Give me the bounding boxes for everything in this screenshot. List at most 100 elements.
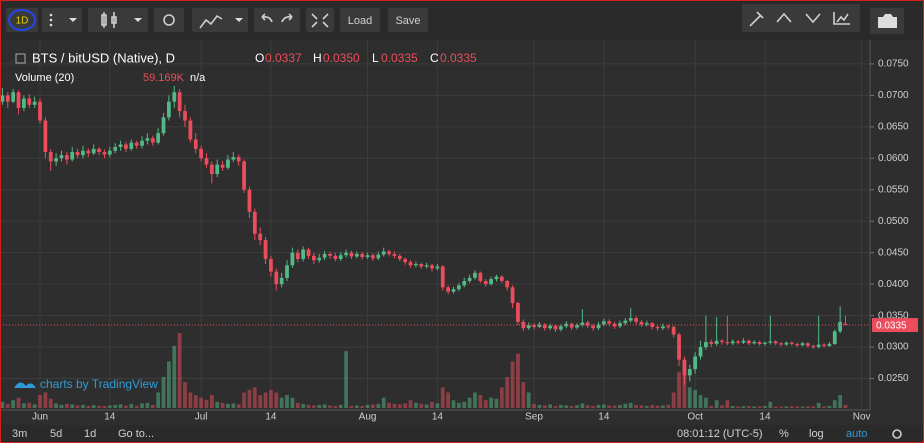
footer: 3m 5d 1d Go to... 08:01:12 (UTC-5) % log… xyxy=(12,428,902,440)
ohlc-name: C xyxy=(430,51,439,65)
volume-bar xyxy=(188,392,193,408)
indicators-button[interactable] xyxy=(192,8,248,32)
volume-bar xyxy=(349,405,354,408)
candle-body xyxy=(451,289,456,292)
candle-body xyxy=(129,142,134,149)
candle-body xyxy=(0,95,5,102)
candle-body xyxy=(677,334,681,360)
range-button[interactable]: 5d xyxy=(50,428,62,440)
percent-button[interactable]: % xyxy=(779,428,789,440)
drawing-tools[interactable] xyxy=(742,4,860,32)
highlight xyxy=(8,9,36,31)
bottom-bar xyxy=(0,425,924,443)
x-tick-label: 14 xyxy=(265,412,277,423)
volume-bar xyxy=(601,404,606,408)
candle-body xyxy=(832,331,837,344)
volume-bar xyxy=(75,405,80,408)
range-button[interactable]: 1d xyxy=(84,428,96,440)
auto-button[interactable]: auto xyxy=(846,428,867,440)
candle-body xyxy=(338,255,343,259)
volume-bar xyxy=(156,392,161,408)
candle-body xyxy=(591,325,596,329)
candle-body xyxy=(521,321,526,329)
candle-body xyxy=(387,251,391,254)
ohlc-value: 0.0350 xyxy=(323,51,360,65)
candle-body xyxy=(456,285,461,290)
candle-body xyxy=(32,101,37,105)
chart-style-button[interactable] xyxy=(88,8,148,32)
volume-bar xyxy=(54,403,58,408)
candle-body xyxy=(328,253,332,256)
volume-bar xyxy=(140,403,144,408)
volume-bar xyxy=(526,392,531,408)
settings-button[interactable] xyxy=(154,8,184,32)
volume-bar xyxy=(311,405,316,408)
volume-bar xyxy=(204,400,209,408)
load-button[interactable] xyxy=(340,8,380,32)
log-button[interactable]: log xyxy=(809,428,824,440)
volume-bar xyxy=(709,405,714,408)
volume-bar xyxy=(714,400,719,408)
save-button[interactable] xyxy=(388,8,428,32)
volume-bar xyxy=(226,403,230,408)
volume-bar xyxy=(575,405,579,408)
candle-body xyxy=(666,326,671,328)
candle-body xyxy=(687,369,692,376)
volume-bar xyxy=(741,406,746,408)
candle-body xyxy=(371,255,375,259)
candle-body xyxy=(784,342,789,345)
candle-body xyxy=(242,161,246,190)
candle-body xyxy=(838,321,843,332)
candle-body xyxy=(752,342,757,344)
candle-body xyxy=(644,323,649,325)
volume-bar xyxy=(811,406,816,408)
volume-bar xyxy=(231,403,236,408)
volume-bar xyxy=(693,389,698,408)
menu-button[interactable] xyxy=(42,8,82,32)
volume-bar xyxy=(285,395,289,408)
volume-bar xyxy=(757,406,762,408)
range-button[interactable]: 3m xyxy=(12,428,27,440)
candle-body xyxy=(559,326,563,330)
goto-button[interactable]: Go to... xyxy=(118,428,154,440)
volume-bar xyxy=(381,397,386,408)
indicator-icon xyxy=(199,14,223,29)
fullscreen-button[interactable] xyxy=(306,8,334,32)
undo-redo-button[interactable] xyxy=(254,8,300,32)
candle-body xyxy=(816,344,821,348)
volume-bar xyxy=(505,376,510,408)
candle-body xyxy=(548,325,553,329)
candle-body xyxy=(822,344,826,346)
volume-bar xyxy=(768,401,773,408)
volume-bar xyxy=(435,403,440,408)
y-tick-label: 0.0550 xyxy=(878,184,909,195)
candle-body xyxy=(446,287,451,292)
clock: 08:01:12 (UTC-5) xyxy=(677,428,763,440)
volume-bar xyxy=(365,404,370,408)
volume-bar xyxy=(333,405,338,408)
volume-bar xyxy=(322,404,327,408)
volume-bar xyxy=(473,392,477,408)
settings-icon[interactable] xyxy=(892,429,902,439)
candle-body xyxy=(48,152,53,162)
candle-body xyxy=(795,343,800,346)
fullscreen-icon xyxy=(311,13,329,28)
collapse-box xyxy=(15,53,26,64)
ohlc-value: 0.0337 xyxy=(265,51,302,65)
candle-body xyxy=(661,326,665,329)
interval-button[interactable] xyxy=(6,8,38,32)
candle-body xyxy=(204,158,209,165)
candle-body xyxy=(38,101,42,121)
volume-bar xyxy=(91,405,96,408)
volume-bar xyxy=(838,395,843,408)
dot xyxy=(49,13,53,17)
candle-body xyxy=(800,343,805,346)
volume-bar xyxy=(537,404,542,408)
candle-body xyxy=(397,255,402,259)
volume-bar xyxy=(392,403,397,408)
candle-body xyxy=(789,342,794,344)
volume-bar xyxy=(328,405,332,408)
candle-body xyxy=(516,303,520,322)
candle-body xyxy=(596,324,601,329)
volume-bar xyxy=(118,404,123,408)
